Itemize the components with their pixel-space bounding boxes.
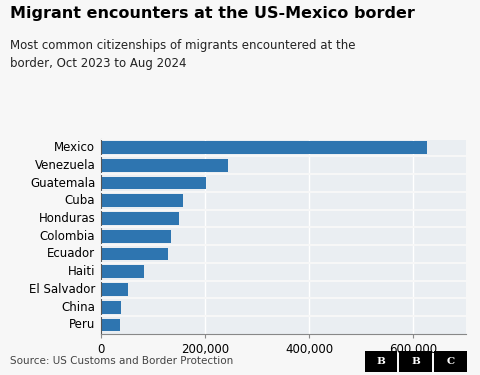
Text: C: C [446,357,454,366]
Bar [101,141,427,154]
Bar [101,266,144,278]
Bar [101,212,179,225]
Bar [101,248,168,260]
Text: Most common citizenships of migrants encountered at the
border, Oct 2023 to Aug : Most common citizenships of migrants enc… [10,39,355,70]
Bar [101,194,183,207]
Bar [101,230,171,243]
Bar [101,301,120,313]
Bar [101,159,228,172]
Bar [101,318,120,331]
Text: Migrant encounters at the US-Mexico border: Migrant encounters at the US-Mexico bord… [10,6,414,21]
Bar [101,283,128,296]
Text: Source: US Customs and Border Protection: Source: US Customs and Border Protection [10,356,233,366]
Text: B: B [377,357,385,366]
Text: B: B [411,357,420,366]
Bar [101,177,206,189]
